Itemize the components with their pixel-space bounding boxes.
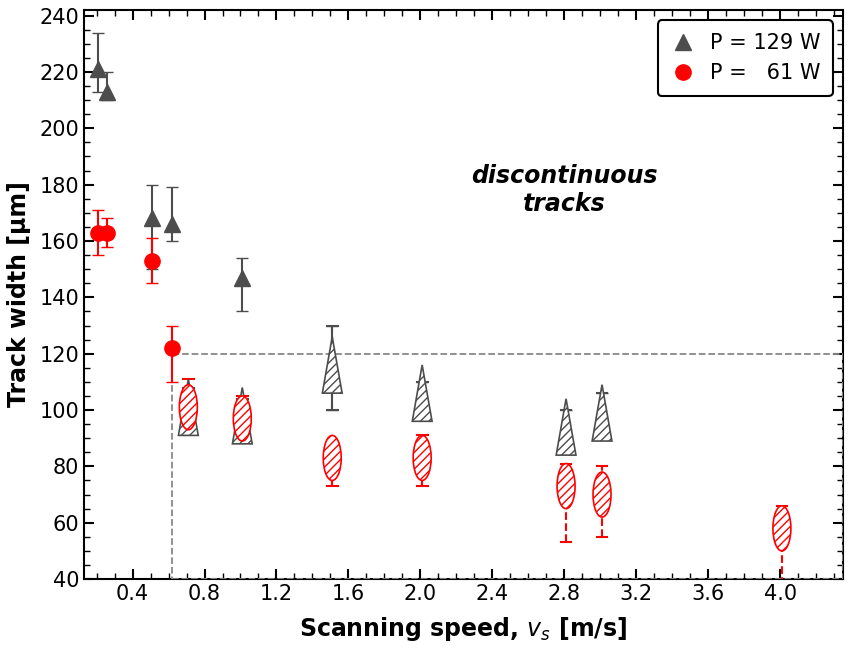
- Polygon shape: [412, 365, 432, 421]
- Polygon shape: [592, 385, 612, 441]
- Polygon shape: [178, 379, 198, 436]
- Ellipse shape: [179, 385, 197, 430]
- Ellipse shape: [593, 472, 611, 517]
- Ellipse shape: [323, 436, 341, 480]
- Ellipse shape: [233, 396, 252, 441]
- Polygon shape: [556, 399, 576, 455]
- Ellipse shape: [773, 506, 790, 551]
- Text: discontinuous
tracks: discontinuous tracks: [471, 164, 658, 216]
- Polygon shape: [322, 337, 342, 393]
- Polygon shape: [232, 387, 252, 444]
- Ellipse shape: [413, 436, 431, 480]
- Ellipse shape: [557, 463, 575, 509]
- Legend: P = 129 W, P =   61 W: P = 129 W, P = 61 W: [658, 20, 833, 96]
- Y-axis label: Track width [μm]: Track width [μm]: [7, 181, 31, 408]
- X-axis label: Scanning speed, $v_s$ [m/s]: Scanning speed, $v_s$ [m/s]: [299, 615, 627, 643]
- Bar: [173, 354, 843, 579]
